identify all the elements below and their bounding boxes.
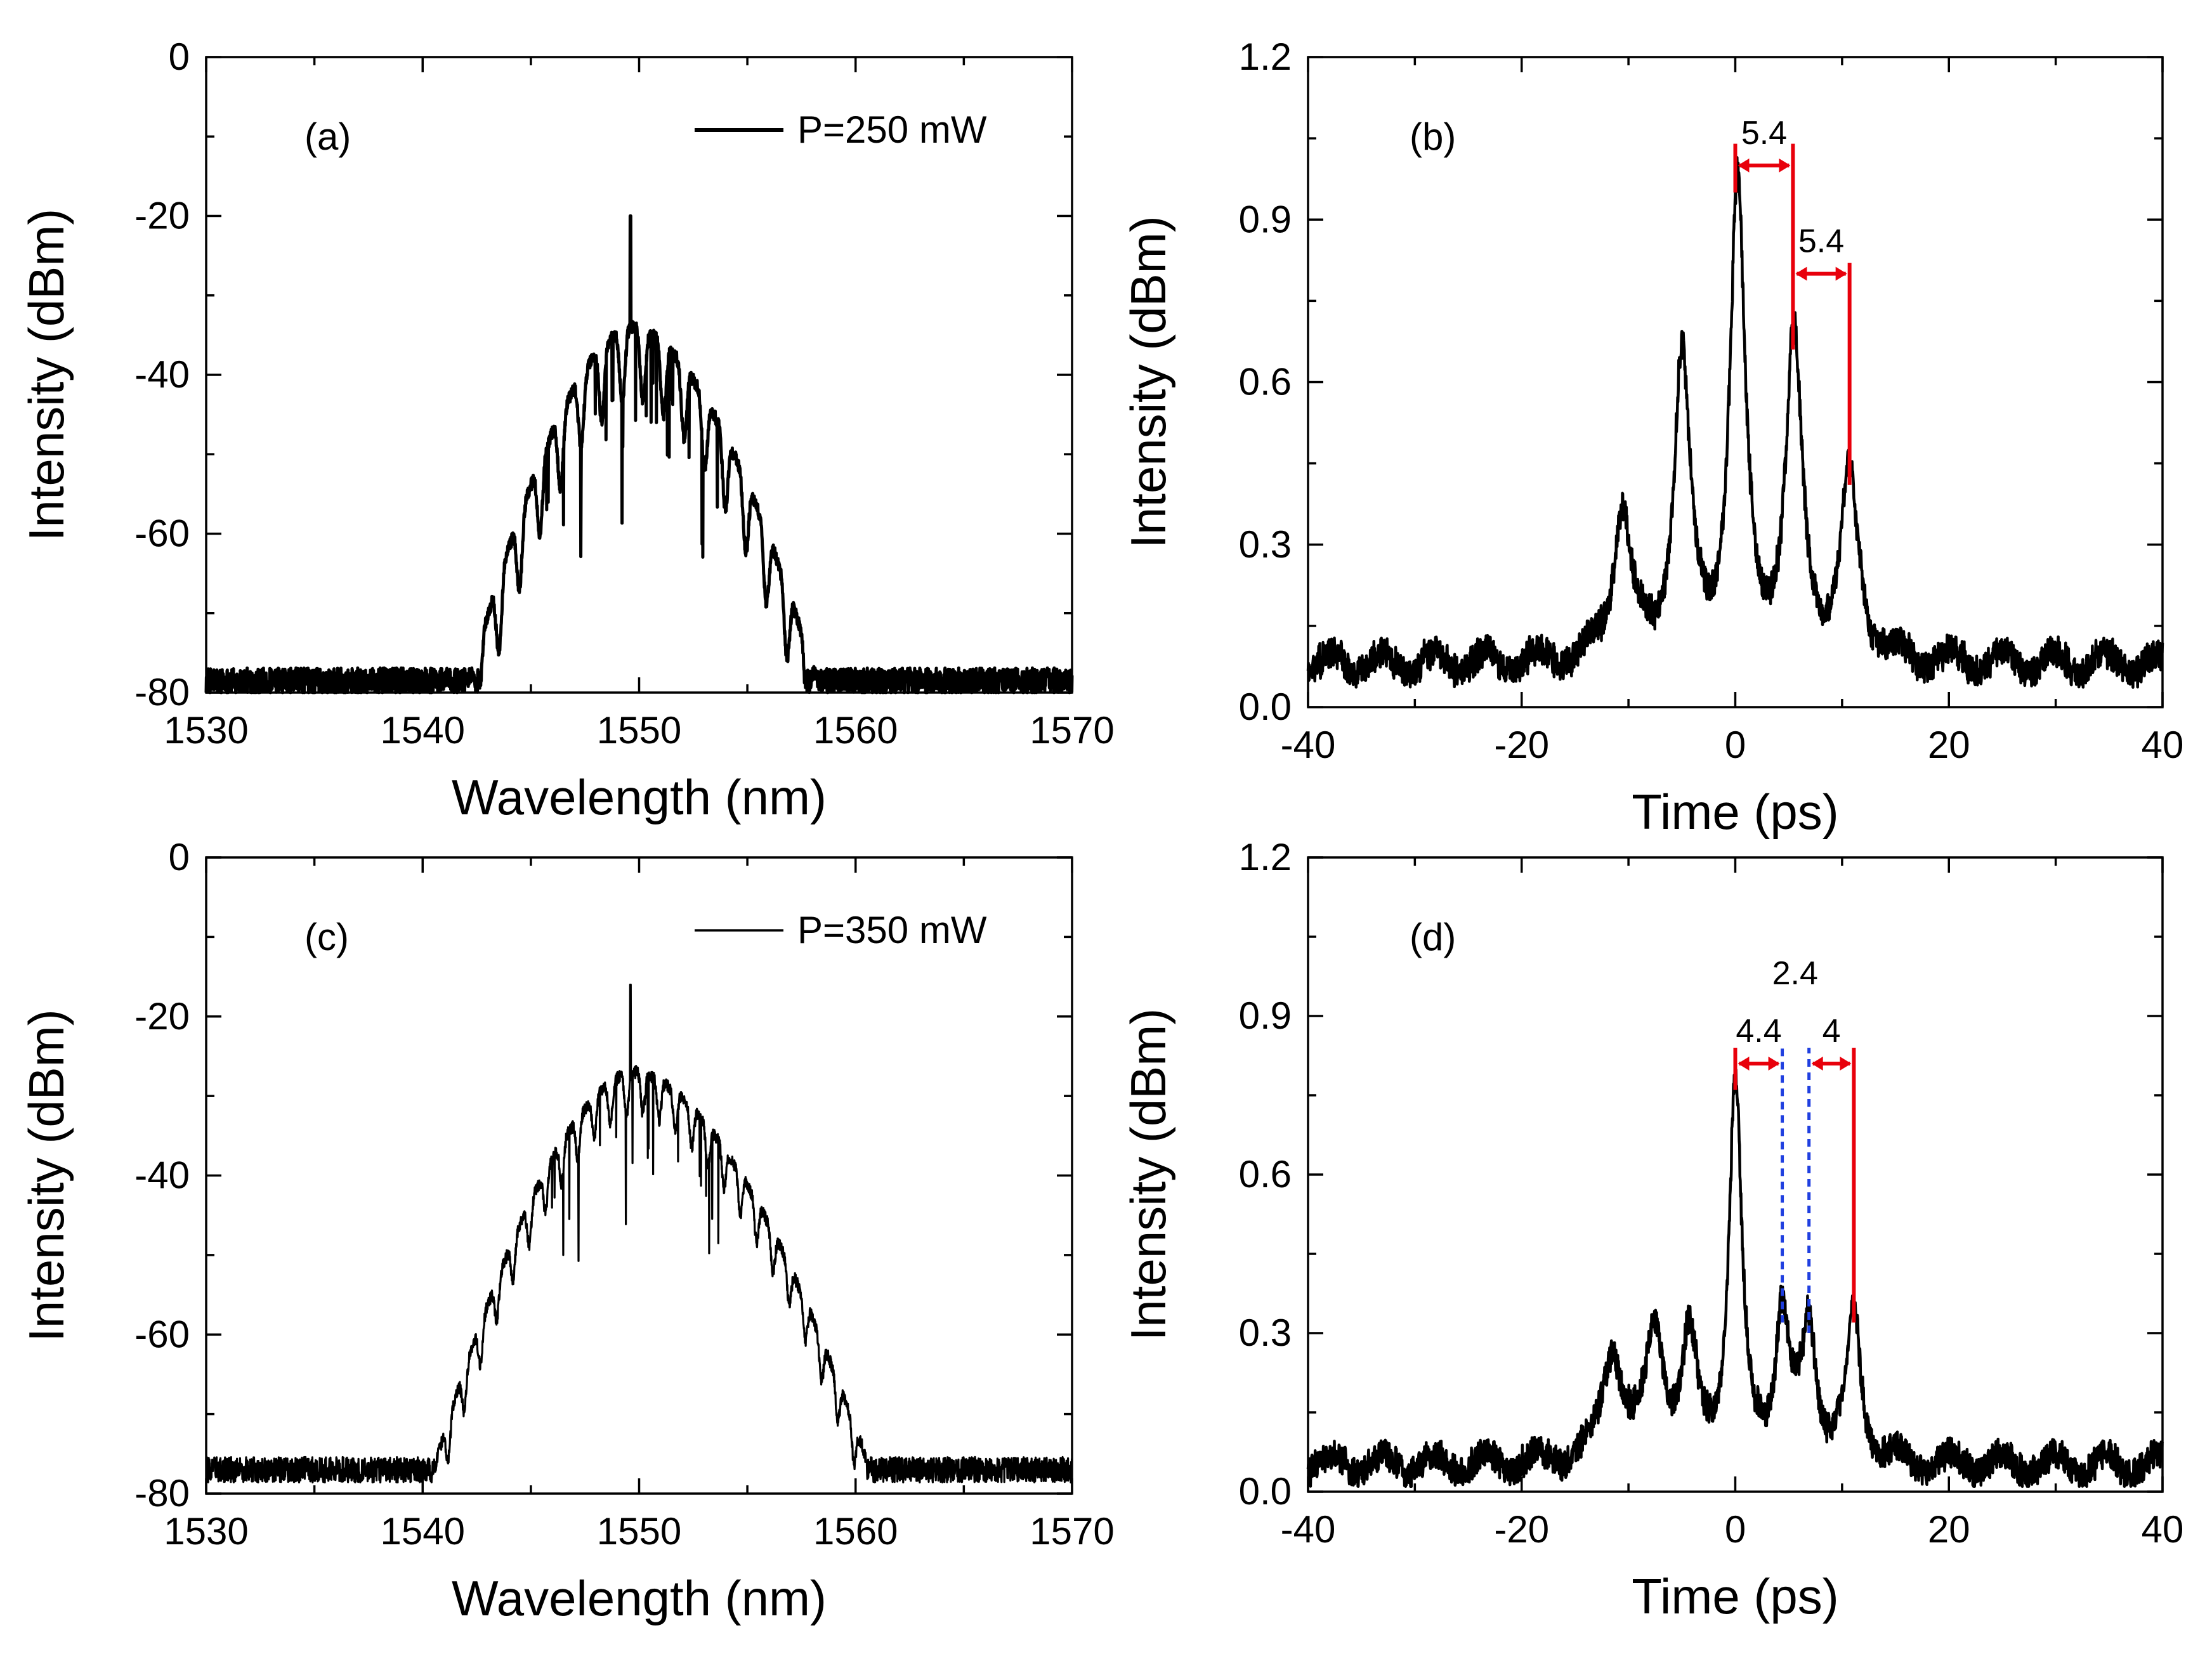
y-tick-label: 0.3 xyxy=(1239,1312,1292,1354)
x-tick-label: 1550 xyxy=(597,1510,681,1553)
arrowhead-right xyxy=(1768,1057,1780,1071)
x-tick-label: 20 xyxy=(1928,1508,1970,1551)
y-tick-label: 0.3 xyxy=(1239,523,1292,566)
span-annotation: 5.4 xyxy=(1795,223,1847,281)
y-tick-label: -20 xyxy=(134,995,190,1038)
span-label: 5.4 xyxy=(1798,223,1844,260)
x-tick-label: -40 xyxy=(1281,724,1336,766)
spectrum-line xyxy=(204,214,1074,694)
y-tick-label: 1.2 xyxy=(1239,36,1292,78)
y-tick-label: 1.2 xyxy=(1239,836,1292,878)
panel-label: (d) xyxy=(1410,916,1456,958)
legend-label: P=350 mW xyxy=(797,909,987,951)
x-tick-label: 1570 xyxy=(1030,1510,1114,1553)
y-tick-label: -40 xyxy=(134,1154,190,1197)
span-label: 4 xyxy=(1823,1013,1841,1050)
y-tick-label: 0.6 xyxy=(1239,1153,1292,1195)
y-axis-label: Intensity (dBm) xyxy=(1120,1008,1176,1341)
x-tick-label: 1530 xyxy=(164,1510,248,1553)
y-axis-label: Intensity (dBm) xyxy=(18,1009,74,1341)
x-tick-label: -20 xyxy=(1494,1508,1549,1551)
y-tick-label: 0.6 xyxy=(1239,361,1292,403)
y-tick-label: 0 xyxy=(169,836,190,878)
x-tick-label: 40 xyxy=(2142,724,2184,766)
x-axis-label: Time (ps) xyxy=(1632,1568,1838,1624)
x-tick-label: -20 xyxy=(1494,724,1549,766)
annotation-label: 2.4 xyxy=(1772,955,1818,992)
y-tick-label: -40 xyxy=(134,353,190,396)
y-tick-label: 0.9 xyxy=(1239,994,1292,1037)
x-tick-label: 20 xyxy=(1928,724,1970,766)
span-annotation: 4.4 xyxy=(1736,1013,1782,1071)
legend: P=250 mW xyxy=(695,108,987,151)
y-axis-label: Intensity (dBm) xyxy=(18,209,74,541)
span-label: 4.4 xyxy=(1736,1013,1781,1050)
legend: P=350 mW xyxy=(695,909,987,951)
x-tick-label: 0 xyxy=(1725,1508,1746,1551)
x-tick-label: 1560 xyxy=(813,709,898,752)
span-annotation: 4 xyxy=(1811,1013,1852,1071)
panel-label: (c) xyxy=(304,916,349,958)
panel-a: 1530 1540 1550 1560 1570 0 -20 -40 -60 -80 Wavelen… xyxy=(18,36,1115,825)
panel-d: -40 -20 0 20 40 0.0 0.3 0.6 0.9 1.2 Time (ps) Inten… xyxy=(1120,836,2183,1624)
panel-label: (a) xyxy=(304,115,351,158)
arrowhead-right xyxy=(1840,1057,1852,1071)
x-axis-label: Wavelength (nm) xyxy=(452,769,827,825)
x-tick-label: -40 xyxy=(1281,1508,1336,1551)
y-tick-label: -60 xyxy=(134,1313,190,1355)
y-tick-label: -20 xyxy=(134,195,190,237)
x-axis-label: Time (ps) xyxy=(1632,784,1838,840)
x-tick-label: 1550 xyxy=(597,709,681,752)
arrowhead-right xyxy=(1835,266,1847,281)
y-tick-label: -80 xyxy=(134,671,190,713)
x-tick-label: 1560 xyxy=(813,1510,898,1553)
spectrum-line xyxy=(205,984,1073,1483)
y-axis-label: Intensity (dBm) xyxy=(1120,216,1176,548)
y-tick-label: -60 xyxy=(134,512,190,555)
arrowhead-left xyxy=(1738,1057,1750,1071)
y-tick-label: 0.0 xyxy=(1239,1470,1292,1513)
y-tick-label: 0.9 xyxy=(1239,198,1292,240)
panel-b: -40 -20 0 20 40 0.0 0.3 0.6 0.9 1.2 Time (ps) Inten… xyxy=(1120,36,2183,840)
autocorrelation-line xyxy=(1306,1068,2164,1488)
x-tick-label: 1540 xyxy=(381,709,465,752)
autocorrelation-line xyxy=(1306,156,2164,689)
x-tick-label: 1530 xyxy=(164,709,248,752)
x-tick-label: 1540 xyxy=(381,1510,465,1553)
arrowhead-left xyxy=(1795,266,1807,281)
y-tick-label: 0.0 xyxy=(1239,686,1292,728)
y-tick-label: 0 xyxy=(169,36,190,78)
x-tick-label: 0 xyxy=(1725,724,1746,766)
arrowhead-left xyxy=(1811,1057,1823,1071)
x-axis-label: Wavelength (nm) xyxy=(452,1570,827,1626)
x-tick-label: 40 xyxy=(2142,1508,2184,1551)
span-label: 5.4 xyxy=(1741,115,1787,152)
y-tick-label: -80 xyxy=(134,1472,190,1514)
span-annotation: 5.4 xyxy=(1738,115,1791,173)
arrowhead-right xyxy=(1779,158,1791,173)
legend-label: P=250 mW xyxy=(797,108,987,151)
arrowhead-left xyxy=(1738,158,1750,173)
x-tick-label: 1570 xyxy=(1030,709,1114,752)
panel-label: (b) xyxy=(1410,115,1456,158)
panel-c: 1530 1540 1550 1560 1570 0 -20 -40 -60 -80 Wavelen… xyxy=(18,836,1115,1626)
